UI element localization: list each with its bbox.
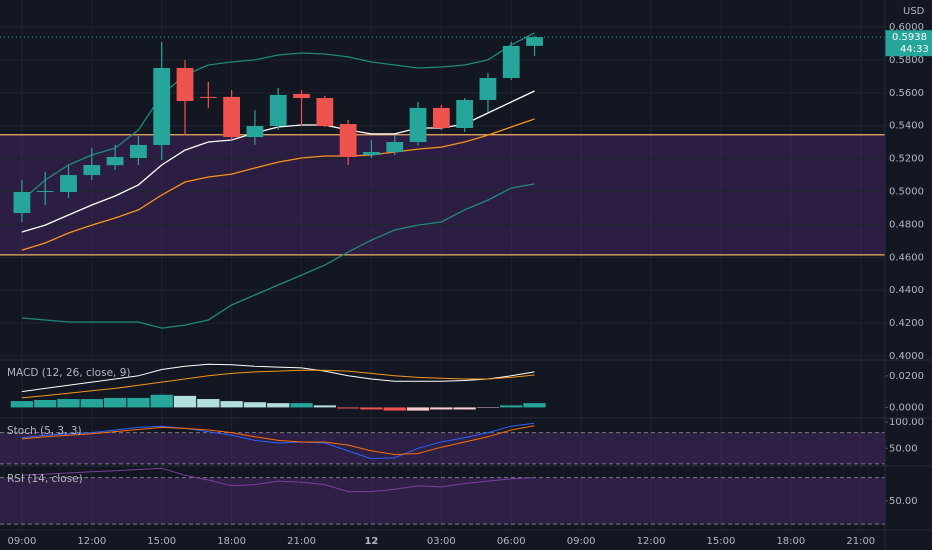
macd-histogram-bar (10, 401, 34, 408)
candle-body (479, 77, 497, 101)
y-tick-label: 0.4200 (889, 318, 924, 329)
candle-body (13, 192, 31, 214)
macd-histogram-bar (360, 407, 383, 410)
x-tick-label: 06:00 (497, 536, 526, 547)
pane-title: RSI (14, close) (7, 473, 83, 485)
macd-histogram-bar (150, 394, 173, 408)
macd-histogram-bar (243, 402, 267, 408)
y-tick-label: 0.4000 (889, 351, 924, 362)
macd-histogram-bar (34, 399, 57, 408)
macd-histogram-bar (267, 403, 290, 408)
y-tick-label: 0.0000 (889, 402, 924, 413)
macd-histogram-bar (220, 401, 243, 408)
candle-body (83, 165, 101, 176)
indicator-line (21, 118, 535, 251)
indicator-line (21, 422, 535, 460)
candle-body (60, 175, 77, 193)
y-tick-label: 0.5000 (889, 187, 924, 198)
candle-body (386, 141, 404, 153)
candle-body (526, 37, 543, 46)
x-tick-label: 21:00 (846, 536, 875, 547)
y-tick-label: 0.4400 (889, 285, 924, 296)
candle-body (456, 100, 474, 129)
band-fill (0, 477, 885, 525)
macd-histogram-bar (500, 405, 523, 408)
candle-body (106, 156, 124, 166)
x-tick-label: 15:00 (707, 536, 736, 547)
level-band (0, 134, 885, 255)
candle-body (176, 67, 194, 102)
pane-title: MACD (12, 26, close, 9) (7, 367, 130, 379)
y-tick-label: 0.4800 (889, 219, 924, 230)
candle-body (36, 191, 54, 193)
y-tick-label: 100.00 (889, 417, 924, 428)
macd-histogram-bar (80, 399, 103, 408)
countdown-label: 44:33 (900, 44, 929, 55)
macd-histogram-bar (406, 407, 430, 411)
x-tick-label: 09:00 (7, 536, 36, 547)
currency-label: USD (903, 6, 925, 17)
candle-body (432, 107, 450, 129)
last-price-tag (885, 30, 932, 57)
macd-histogram-bar (290, 403, 313, 408)
x-tick-label: 09:00 (567, 536, 596, 547)
y-tick-label: 50.00 (889, 443, 918, 454)
last-price-label: 0.5938 (892, 32, 927, 43)
macd-histogram-bar (523, 403, 546, 408)
y-tick-label: 0.5800 (889, 55, 924, 66)
macd-histogram-bar (57, 399, 80, 408)
x-tick-label: 18:00 (217, 536, 246, 547)
y-tick-label: 0.0200 (889, 371, 924, 382)
macd-histogram-bar (336, 407, 360, 409)
candle-body (293, 93, 310, 99)
candle-body (246, 126, 264, 138)
candle-body (316, 98, 334, 127)
macd-histogram-bar (103, 397, 127, 408)
macd-histogram-bar (197, 399, 220, 408)
x-tick-label: 21:00 (287, 536, 316, 547)
x-tick-label: 03:00 (427, 536, 456, 547)
candle-body (223, 96, 241, 138)
candle-body (363, 152, 380, 155)
indicator-line (21, 183, 535, 329)
y-tick-label: 0.6000 (889, 22, 924, 33)
macd-histogram-bar (453, 407, 476, 410)
y-tick-label: 0.4600 (889, 252, 924, 263)
macd-histogram-bar (383, 407, 406, 411)
indicator-line (21, 467, 535, 493)
candle-body (409, 107, 427, 142)
pane-title: Stoch (5, 3, 3) (7, 425, 82, 437)
macd-histogram-bar (313, 405, 336, 408)
candle-body (153, 67, 171, 145)
y-tick-label: 50.00 (889, 496, 918, 507)
macd-histogram-bar (127, 397, 150, 408)
macd-histogram-bar (173, 395, 197, 408)
y-tick-label: 0.5600 (889, 88, 924, 99)
band-fill (0, 432, 885, 464)
indicator-line (21, 32, 535, 201)
candle-body (199, 96, 217, 98)
y-tick-label: 0.5400 (889, 121, 924, 132)
indicator-line (21, 369, 535, 399)
candle-body (269, 94, 287, 127)
indicator-line (21, 425, 535, 456)
x-tick-label: 12:00 (77, 536, 106, 547)
candle-body (502, 45, 520, 78)
candle-body (339, 124, 357, 157)
x-tick-label: 18:00 (776, 536, 805, 547)
x-tick-label: 12:00 (637, 536, 666, 547)
x-tick-label: 15:00 (147, 536, 176, 547)
candle-body (130, 144, 147, 158)
y-tick-label: 0.5200 (889, 154, 924, 165)
macd-histogram-bar (430, 407, 453, 410)
x-tick-label: 12 (364, 536, 378, 547)
indicator-line (21, 363, 535, 393)
